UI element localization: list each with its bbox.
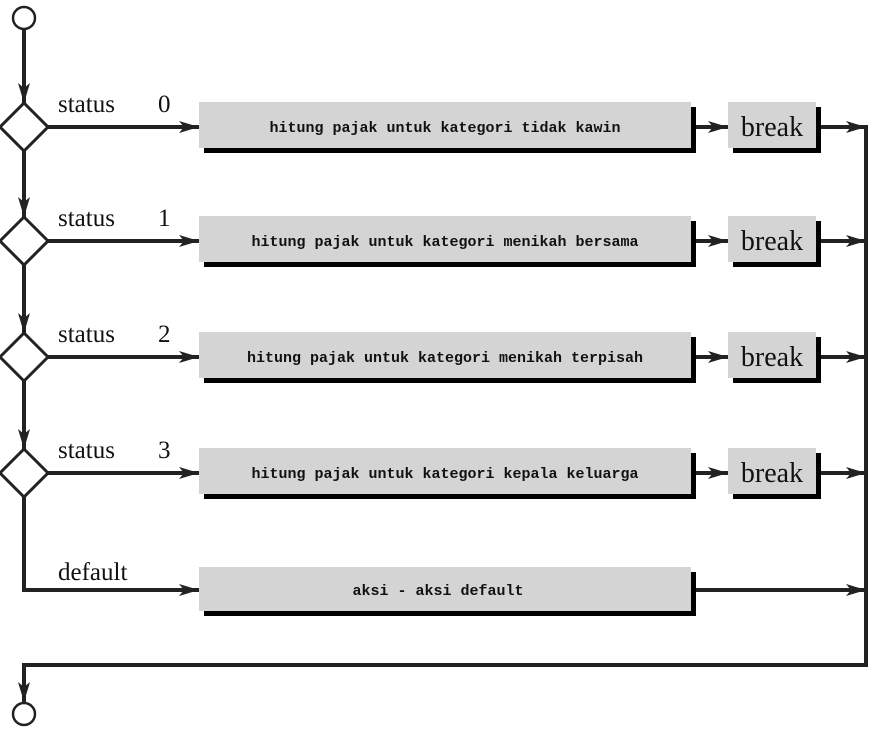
action-box <box>199 448 691 494</box>
case-label: status <box>58 205 115 232</box>
case-label: status <box>58 321 115 348</box>
action-box <box>199 102 691 148</box>
action-box <box>199 216 691 262</box>
decision-diamond <box>0 330 51 384</box>
action-text: hitung pajak untuk kategori tidak kawin <box>269 120 620 137</box>
action-text: hitung pajak untuk kategori menikah terp… <box>247 350 643 367</box>
break-box <box>728 332 816 378</box>
action-text: hitung pajak untuk kategori menikah bers… <box>251 234 638 251</box>
case-label: status <box>58 437 115 464</box>
break-text: break <box>741 112 803 143</box>
action-box <box>199 332 691 378</box>
break-box <box>728 448 816 494</box>
default-action-box <box>199 567 691 611</box>
break-text: break <box>741 458 803 489</box>
decision-diamond <box>0 214 51 268</box>
exit-line <box>18 663 866 702</box>
case-value: 0 <box>158 91 171 118</box>
start-node <box>11 5 37 31</box>
break-text: break <box>741 226 803 257</box>
action-text: hitung pajak untuk kategori kepala kelua… <box>251 466 638 483</box>
default-action-text: aksi - aksi default <box>352 583 523 600</box>
case-value: 3 <box>158 437 171 464</box>
decision-diamond <box>0 100 51 154</box>
break-text: break <box>741 342 803 373</box>
default-arrow <box>22 497 199 596</box>
break-box <box>728 102 816 148</box>
decision-diamond <box>0 446 51 500</box>
default-label: default <box>58 559 127 586</box>
case-value: 1 <box>158 205 171 232</box>
case-value: 2 <box>158 321 171 348</box>
end-node <box>11 701 37 727</box>
break-box <box>728 216 816 262</box>
case-label: status <box>58 91 115 118</box>
